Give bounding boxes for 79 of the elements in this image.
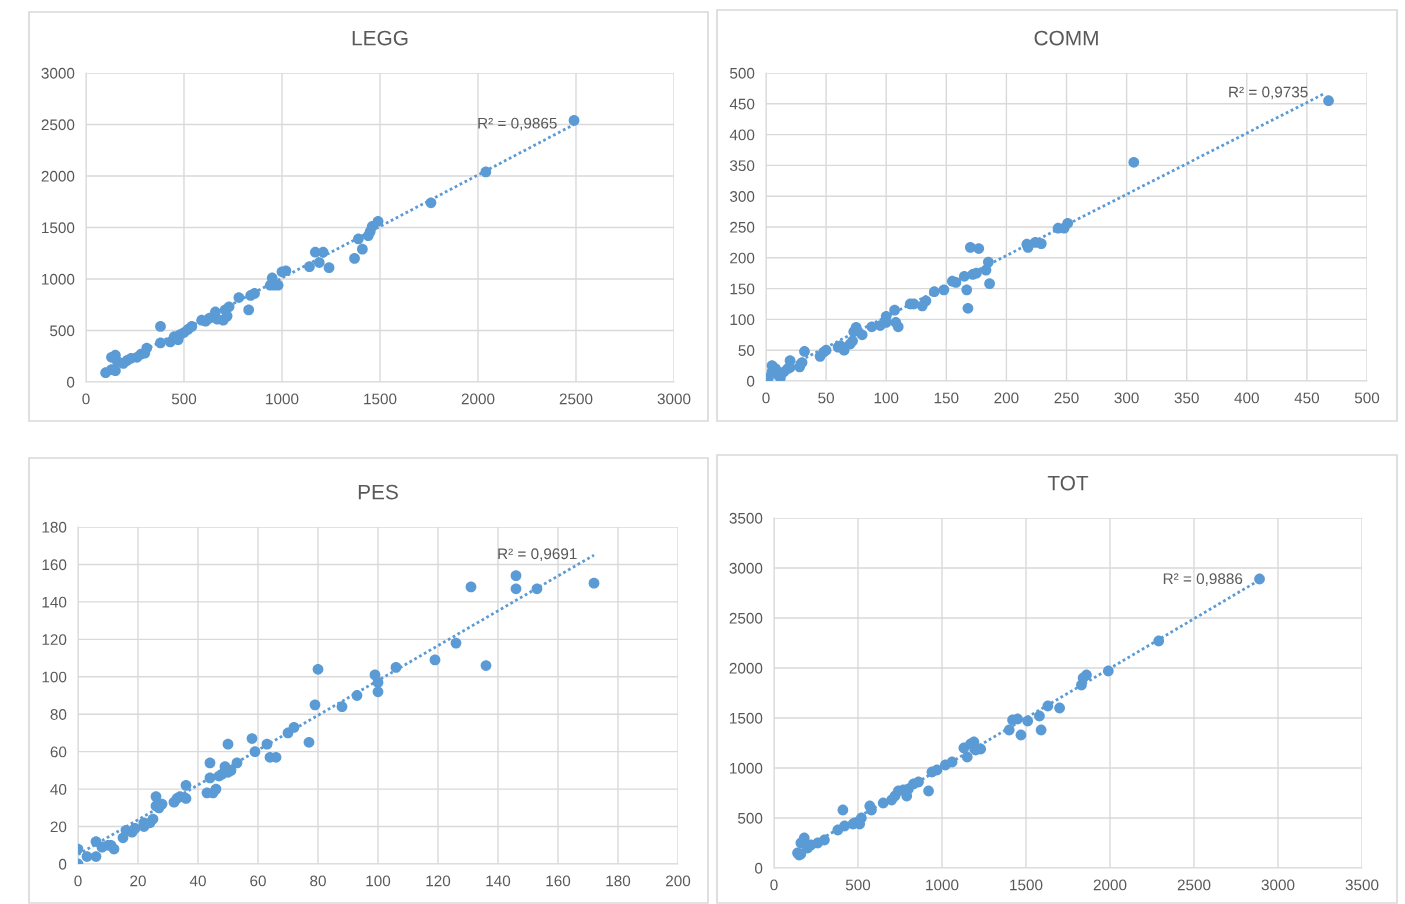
- y-tick-label: 2500: [41, 119, 75, 131]
- y-tick-label: 120: [42, 634, 67, 646]
- y-tick-label: 60: [50, 746, 67, 758]
- x-tick-label: 400: [1234, 392, 1259, 404]
- x-tick-label: 500: [1354, 392, 1380, 404]
- y-tick-label: 400: [729, 129, 755, 141]
- y-tick-label: 500: [50, 325, 75, 337]
- y-tick-label: 1500: [42, 222, 75, 234]
- annotation: R² = 0,9735: [1229, 86, 1308, 100]
- y-tick-label: 40: [50, 783, 67, 795]
- y-tick-label: 200: [730, 252, 755, 264]
- x-tick-label: 100: [874, 392, 899, 404]
- x-tick-label: 1000: [266, 393, 299, 405]
- y-tick-label: 100: [42, 671, 67, 683]
- y-tick-label: 150: [730, 283, 755, 295]
- x-tick-label: 3500: [1345, 879, 1379, 891]
- y-tick-label: 2500: [729, 612, 763, 624]
- x-tick-label: 2500: [1177, 879, 1211, 891]
- y-tick-label: 450: [729, 98, 755, 110]
- x-tick-label: 3000: [1261, 879, 1295, 891]
- y-tick-label: 2000: [41, 170, 75, 182]
- x-tick-label: 2000: [461, 393, 495, 405]
- x-tick-label: 50: [818, 392, 834, 404]
- x-tick-label: 200: [994, 392, 1019, 404]
- x-tick-label: 300: [1114, 392, 1139, 404]
- x-tick-label: 250: [1054, 392, 1079, 404]
- x-tick-label: 1500: [364, 393, 397, 405]
- x-tick-label: 350: [1174, 392, 1199, 404]
- chart-title: PES: [358, 484, 398, 500]
- y-tick-label: 0: [58, 858, 67, 870]
- y-tick-label: 0: [66, 376, 75, 388]
- x-tick-label: 180: [606, 875, 631, 887]
- y-tick-label: 180: [42, 521, 67, 533]
- x-tick-label: 80: [310, 875, 326, 887]
- chart-title: COMM: [1034, 30, 1098, 46]
- x-tick-label: 1500: [1010, 879, 1043, 891]
- x-tick-label: 0: [770, 879, 778, 891]
- x-tick-label: 2500: [559, 393, 593, 405]
- y-tick-label: 3000: [41, 67, 75, 79]
- x-tick-label: 20: [130, 875, 146, 887]
- y-tick-label: 2000: [729, 662, 763, 674]
- y-tick-label: 80: [50, 709, 67, 720]
- y-tick-label: 50: [738, 345, 755, 356]
- x-tick-label: 40: [189, 875, 206, 887]
- y-tick-label: 300: [729, 191, 755, 202]
- y-tick-label: 350: [729, 160, 755, 172]
- x-tick-label: 2000: [1093, 879, 1127, 891]
- annotation: R² = 0,9691: [498, 548, 577, 561]
- x-tick-label: 150: [934, 392, 959, 404]
- y-tick-label: 3500: [729, 512, 763, 524]
- y-tick-label: 100: [730, 314, 755, 326]
- x-tick-label: 160: [546, 875, 571, 887]
- x-tick-label: 200: [666, 875, 691, 887]
- y-tick-label: 1000: [42, 273, 75, 285]
- y-tick-label: 1500: [730, 712, 763, 724]
- chart-title: TOT: [1047, 475, 1089, 491]
- y-tick-label: 250: [730, 221, 755, 233]
- x-tick-label: 140: [486, 875, 511, 887]
- y-tick-label: 20: [50, 821, 67, 833]
- y-tick-label: 0: [746, 375, 755, 387]
- x-tick-label: 450: [1294, 392, 1320, 404]
- annotation: R² = 0,9865: [478, 117, 557, 131]
- y-tick-label: 1000: [730, 762, 763, 774]
- x-tick-label: 1000: [926, 879, 959, 891]
- chart-title: LEGG: [352, 30, 408, 46]
- x-tick-label: 500: [171, 393, 197, 405]
- y-tick-label: 500: [730, 67, 755, 79]
- annotation: R² = 0,9886: [1163, 573, 1243, 586]
- x-tick-label: 60: [250, 875, 266, 887]
- x-tick-label: 120: [426, 875, 451, 887]
- y-tick-label: 140: [42, 596, 67, 608]
- x-tick-label: 100: [366, 875, 391, 887]
- y-tick-label: 0: [754, 862, 763, 874]
- y-tick-label: 3000: [729, 562, 763, 574]
- x-tick-label: 0: [82, 393, 90, 405]
- y-tick-label: 500: [738, 812, 763, 824]
- x-tick-label: 3000: [657, 393, 691, 405]
- y-tick-label: 160: [42, 559, 67, 571]
- x-tick-label: 500: [845, 879, 871, 891]
